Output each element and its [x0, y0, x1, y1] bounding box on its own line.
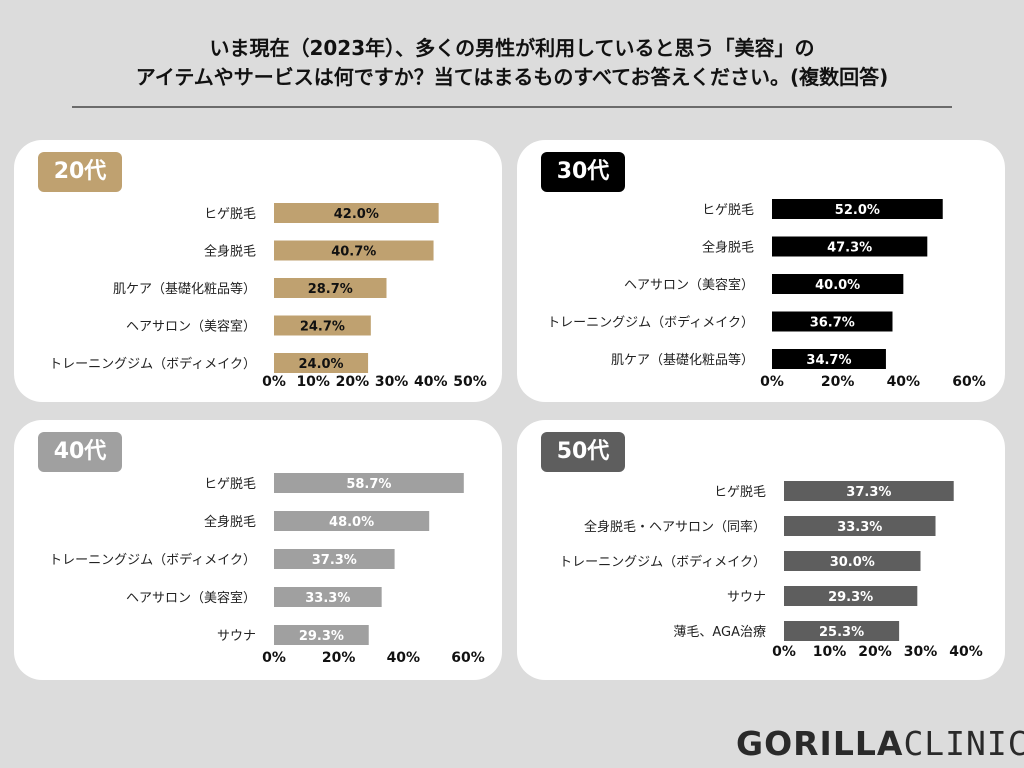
x-tick-label: 50% [453, 374, 487, 390]
bar [274, 511, 430, 531]
x-tick-label: 20% [821, 374, 855, 390]
bar [784, 586, 918, 606]
bar-chart-40s: ヒゲ脱毛 58.7% 全身脱毛 48.0% トレーニングジム（ボディメイク） 37.3% ヘ… [49, 473, 485, 666]
data-label: 29.3% [828, 590, 873, 605]
x-tick-label: 0% [262, 650, 286, 666]
chart-panel-40s: 40代 ヒゲ脱毛 58.7% 全身脱毛 48.0% トレーニングジム（ボディメイク） 37… [14, 420, 502, 680]
page-title: いま現在（2023年）、多くの男性が利用していると思う「美容」の アイテムやサー… [0, 34, 1024, 92]
category-label: ヘアサロン（美容室） [624, 277, 754, 293]
data-label: 33.3% [305, 591, 350, 606]
bar [274, 353, 369, 373]
data-label: 28.7% [308, 282, 353, 297]
data-label: 36.7% [810, 316, 855, 331]
data-label: 40.0% [815, 278, 860, 293]
data-label: 58.7% [346, 477, 391, 492]
category-label: 肌ケア（基礎化粧品等） [611, 352, 754, 368]
data-label: 30.0% [830, 555, 875, 570]
bar [274, 549, 395, 569]
category-label: ヒゲ脱毛 [702, 203, 754, 218]
x-tick-label: 40% [387, 650, 421, 666]
bar [274, 240, 434, 261]
title-line-1: いま現在（2023年）、多くの男性が利用していると思う「美容」の [209, 36, 815, 60]
category-label: トレーニングジム（ボディメイク） [49, 356, 256, 372]
bar [784, 481, 954, 501]
category-label: 全身脱毛・ヘアサロン（同率） [584, 519, 766, 535]
bar [784, 516, 936, 536]
x-tick-label: 20% [336, 374, 370, 390]
panel-badge: 20代 [38, 152, 122, 192]
x-tick-label: 40% [414, 374, 448, 390]
category-label: 肌ケア（基礎化粧品等） [113, 281, 256, 297]
x-tick-label: 40% [949, 644, 983, 660]
logo-text-gorilla: GORILLA [736, 724, 904, 763]
data-label: 24.0% [298, 357, 343, 372]
x-tick-label: 60% [451, 650, 485, 666]
x-tick-label: 60% [952, 374, 986, 390]
category-label: トレーニングジム（ボディメイク） [547, 315, 754, 331]
category-label: ヒゲ脱毛 [714, 485, 766, 500]
x-tick-label: 30% [375, 374, 409, 390]
bar [274, 315, 371, 336]
data-label: 47.3% [827, 241, 872, 256]
data-label: 33.3% [837, 520, 882, 535]
data-label: 48.0% [329, 515, 374, 530]
bar [274, 625, 369, 645]
x-tick-label: 20% [858, 644, 892, 660]
bar [772, 349, 886, 369]
category-label: ヒゲ脱毛 [204, 477, 256, 492]
bar [772, 274, 904, 294]
chart-panel-20s: 20代 ヒゲ脱毛 42.0% 全身脱毛 40.7% 肌ケア（基礎化粧品等） 28.7% ヘア… [14, 140, 502, 402]
bar [274, 278, 387, 298]
x-tick-label: 30% [904, 644, 938, 660]
bar [772, 311, 893, 332]
title-divider [72, 106, 952, 108]
category-label: サウナ [727, 590, 766, 605]
brand-logo: GORILLACLINIC [736, 724, 1024, 764]
category-label: トレーニングジム（ボディメイク） [559, 554, 766, 570]
logo-text-clinic: CLINIC [903, 724, 1024, 763]
data-label: 34.7% [806, 353, 851, 368]
title-line-2: アイテムやサービスは何ですか？当てはまるものすべてお答えください。(複数回答) [135, 65, 889, 89]
x-tick-label: 20% [322, 650, 356, 666]
panel-badge: 30代 [541, 152, 625, 192]
category-label: 全身脱毛 [702, 240, 754, 256]
x-tick-label: 10% [813, 644, 847, 660]
category-label: サウナ [217, 629, 256, 644]
data-label: 37.3% [846, 485, 891, 500]
data-label: 42.0% [334, 207, 379, 222]
bar-chart-20s: ヒゲ脱毛 42.0% 全身脱毛 40.7% 肌ケア（基礎化粧品等） 28.7% ヘアサロン（… [49, 203, 487, 390]
x-tick-label: 0% [262, 374, 286, 390]
bar [772, 236, 928, 257]
chart-panel-30s: 30代 ヒゲ脱毛 52.0% 全身脱毛 47.3% ヘアサロン（美容室） 40.0% トレー… [517, 140, 1005, 402]
category-label: 薄毛、AGA治療 [673, 625, 766, 640]
data-label: 52.0% [835, 203, 880, 218]
panel-badge: 40代 [38, 432, 122, 472]
x-tick-label: 10% [296, 374, 330, 390]
category-label: 全身脱毛 [204, 514, 256, 530]
x-tick-label: 40% [887, 374, 921, 390]
chart-panel-50s: 50代 ヒゲ脱毛 37.3% 全身脱毛・ヘアサロン（同率） 33.3% トレーニングジム… [517, 420, 1005, 680]
bar [274, 473, 464, 493]
data-label: 40.7% [331, 245, 376, 260]
bar [274, 587, 382, 607]
data-label: 24.7% [300, 320, 345, 335]
category-label: ヘアサロン（美容室） [126, 319, 256, 335]
category-label: ヘアサロン（美容室） [126, 590, 256, 606]
bar [274, 203, 439, 223]
bar-chart-30s: ヒゲ脱毛 52.0% 全身脱毛 47.3% ヘアサロン（美容室） 40.0% トレーニングジ… [547, 199, 986, 390]
data-label: 25.3% [819, 625, 864, 640]
bar-chart-50s: ヒゲ脱毛 37.3% 全身脱毛・ヘアサロン（同率） 33.3% トレーニングジム（ボディ… [559, 481, 983, 660]
category-label: ヒゲ脱毛 [204, 207, 256, 222]
bar [784, 551, 921, 571]
panel-badge: 50代 [541, 432, 625, 472]
bar [772, 199, 943, 219]
x-tick-label: 0% [760, 374, 784, 390]
x-tick-label: 0% [772, 644, 796, 660]
data-label: 29.3% [299, 629, 344, 644]
data-label: 37.3% [312, 553, 357, 568]
category-label: トレーニングジム（ボディメイク） [49, 552, 256, 568]
bar [784, 621, 900, 641]
category-label: 全身脱毛 [204, 244, 256, 260]
